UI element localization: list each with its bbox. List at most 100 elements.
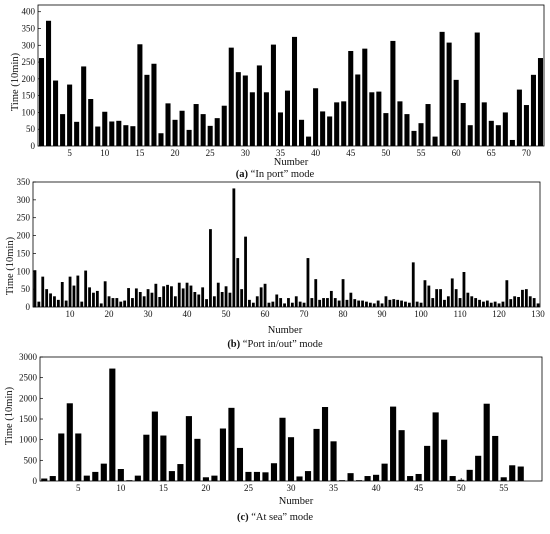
- bar: [151, 411, 158, 481]
- bar: [470, 296, 474, 307]
- bar: [398, 430, 405, 481]
- bar: [530, 74, 536, 146]
- bar: [200, 114, 206, 146]
- bar: [517, 297, 520, 307]
- bar: [185, 416, 192, 481]
- bar: [75, 433, 82, 481]
- bar: [193, 292, 197, 307]
- bar: [165, 103, 171, 146]
- bar: [214, 118, 220, 146]
- y-axis-label: Time (10min): [4, 386, 15, 445]
- bar: [400, 300, 403, 307]
- bar: [256, 65, 262, 146]
- y-tick-label: 50: [21, 284, 31, 294]
- bar: [249, 92, 255, 146]
- bar: [80, 301, 84, 307]
- bar: [284, 90, 291, 146]
- bar: [38, 58, 45, 146]
- x-tick-label: 25: [244, 483, 254, 493]
- caption-letter: (c): [237, 512, 249, 523]
- bar: [294, 296, 298, 307]
- x-tick-label: 60: [452, 148, 462, 158]
- bar: [353, 299, 357, 307]
- bar: [33, 270, 37, 307]
- bar: [446, 296, 450, 307]
- bar: [415, 473, 422, 481]
- y-tick-label: 150: [22, 91, 36, 101]
- y-axis-label: Time (10min): [5, 236, 16, 295]
- x-tick-label: 20: [171, 148, 181, 158]
- bar: [49, 476, 56, 481]
- x-tick-label: 40: [183, 309, 193, 319]
- bar: [74, 121, 80, 146]
- bar: [330, 441, 337, 481]
- x-axis-label: Number: [279, 496, 314, 507]
- x-axis-label: Number: [274, 157, 309, 168]
- bar: [134, 475, 141, 481]
- bar: [189, 285, 193, 307]
- bar: [454, 289, 458, 307]
- x-tick-label: 20: [105, 309, 115, 319]
- bar: [423, 280, 427, 307]
- bar: [232, 188, 236, 307]
- bar: [347, 473, 354, 481]
- x-axis-label: Number: [268, 325, 303, 336]
- bar: [397, 101, 403, 146]
- bar: [509, 299, 513, 307]
- y-tick-label: 50: [26, 124, 36, 134]
- x-tick-label: 60: [261, 309, 271, 319]
- bar: [185, 282, 189, 307]
- bar: [37, 301, 41, 307]
- y-tick-label: 250: [22, 57, 36, 67]
- bar: [66, 403, 73, 481]
- bar: [242, 75, 248, 146]
- y-tick-label: 400: [22, 7, 36, 17]
- bar: [376, 91, 382, 146]
- bar: [201, 287, 205, 307]
- bar: [228, 407, 235, 481]
- bar: [60, 114, 66, 146]
- bar: [516, 89, 522, 146]
- caption: (b) “Port in/out” mode: [227, 339, 323, 350]
- bar: [68, 276, 72, 307]
- bar: [396, 299, 400, 307]
- caption-text: “Port in/out” mode: [240, 339, 323, 350]
- bar: [341, 101, 347, 146]
- bar: [263, 92, 269, 146]
- bar: [143, 434, 150, 481]
- x-tick-label: 5: [76, 483, 81, 493]
- bar: [228, 47, 234, 146]
- bar: [236, 447, 244, 481]
- bar: [509, 465, 516, 481]
- bar: [275, 294, 279, 307]
- chart-port-in-out-mode: Time (10min) Number (b) “Port in/out” mo…: [5, 177, 545, 350]
- chart-at-sea-mode: Time (10min) Number (c) “At sea” mode 0 5…: [4, 352, 543, 523]
- plot-frame: [32, 181, 541, 308]
- bar: [109, 368, 116, 481]
- x-tick-label: 15: [135, 148, 145, 158]
- caption-letter: (a): [236, 169, 249, 180]
- y-tick-label: 300: [22, 40, 36, 50]
- bar: [67, 84, 73, 146]
- bar: [126, 480, 133, 481]
- bar: [83, 475, 90, 481]
- bar: [41, 276, 45, 307]
- bar: [236, 258, 240, 307]
- bar: [466, 292, 470, 307]
- y-tick-label: 350: [17, 177, 31, 187]
- bar: [127, 288, 130, 307]
- bar: [450, 278, 454, 307]
- bar: [138, 292, 142, 307]
- bar: [381, 463, 388, 481]
- bar: [458, 298, 462, 307]
- bar: [107, 296, 111, 307]
- bar: [158, 297, 162, 307]
- bar: [355, 74, 361, 146]
- bar: [166, 284, 169, 307]
- bar: [137, 44, 143, 146]
- x-tick-label: 35: [329, 483, 339, 493]
- bar: [320, 111, 326, 146]
- bar: [207, 125, 213, 146]
- bar: [318, 299, 322, 307]
- bar: [304, 471, 312, 481]
